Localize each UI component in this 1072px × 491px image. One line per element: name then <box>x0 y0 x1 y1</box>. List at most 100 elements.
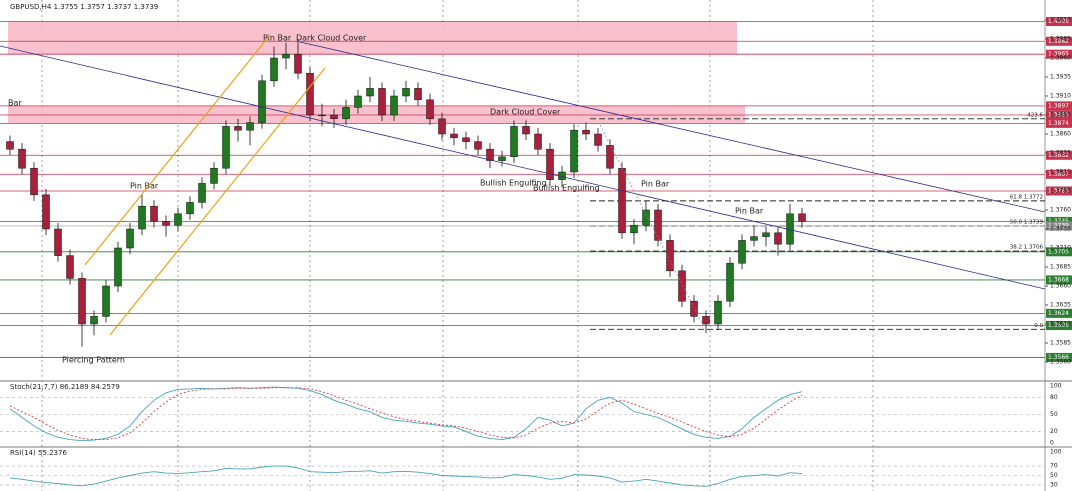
trend-line <box>0 45 1045 290</box>
candle-body <box>78 278 86 325</box>
level-tag-label: 1.3982 <box>1048 38 1069 45</box>
y-tick-label: 50 <box>1050 472 1058 479</box>
y-tick-label: 20 <box>1050 428 1058 435</box>
level-tag <box>1046 101 1072 111</box>
candle-body <box>114 247 122 287</box>
trend-lines <box>0 34 1045 336</box>
level-tag <box>1046 216 1072 226</box>
candle-body <box>174 213 182 226</box>
pattern-annotation: Bullish Engulfing <box>480 179 547 188</box>
candle-body <box>678 270 686 302</box>
level-tag-label: 1.3566 <box>1048 354 1069 361</box>
candle-body <box>798 213 806 222</box>
level-tag <box>1046 118 1072 128</box>
candle-body <box>270 57 278 82</box>
candle-body <box>570 129 578 173</box>
indicator-line <box>9 465 803 487</box>
price-tag-label: 1.3739 <box>1048 222 1069 229</box>
stoch-title: Stoch(21,7,7) 86.2189 84.2579 <box>10 383 120 391</box>
candle-body <box>438 118 446 135</box>
indicator-line <box>9 386 803 442</box>
y-tick-label: 1.3635 <box>1050 302 1071 309</box>
candle-body <box>414 88 422 101</box>
level-tag-label: 1.3668 <box>1048 276 1069 283</box>
level-tag <box>1046 150 1072 160</box>
y-tick-label: 1.3660 <box>1050 283 1071 290</box>
candle-body <box>474 141 482 150</box>
level-tag <box>1046 36 1072 46</box>
y-tick-label: 1.3835 <box>1050 150 1071 157</box>
candle-body <box>18 148 26 169</box>
candle-body <box>330 114 338 120</box>
candle-body <box>234 126 242 131</box>
candle-body <box>318 114 326 117</box>
indicator-line <box>9 387 803 441</box>
candle-body <box>186 202 194 215</box>
candle-body <box>126 228 134 249</box>
fib-label: 423.6 <box>1027 112 1043 118</box>
fib-label: 0.0 <box>1034 323 1043 329</box>
y-tick-label: 1.3560 <box>1050 359 1071 366</box>
candle-body <box>546 148 554 180</box>
pattern-annotation: Bar <box>8 99 22 108</box>
level-tag <box>1046 17 1072 27</box>
y-tick-label: 0 <box>1050 440 1054 447</box>
level-tag <box>1046 247 1072 257</box>
candle-body <box>726 262 734 302</box>
candle-body <box>774 232 782 245</box>
candle-body <box>582 129 590 135</box>
level-tag <box>1046 308 1072 318</box>
y-tick-label: 1.3860 <box>1050 131 1071 138</box>
trend-line <box>299 41 1045 213</box>
y-tick-label: 70 <box>1050 463 1058 470</box>
chart-title: GBPUSD,H4 1.3755 1.3757 1.3737 1.3739 <box>10 3 158 11</box>
level-tag <box>1046 110 1072 120</box>
y-tick-label: 1.3960 <box>1050 55 1071 62</box>
level-tag <box>1046 186 1072 196</box>
candle-body <box>354 95 362 108</box>
supply-zone <box>8 21 737 55</box>
y-tick-label: 100 <box>1050 449 1062 456</box>
candle-body <box>6 141 14 150</box>
fib-label: 50.0 1.3739 <box>1010 219 1044 225</box>
level-tag-label: 1.3745 <box>1048 218 1069 225</box>
level-tag <box>1046 49 1072 59</box>
level-tag-label: 1.3608 <box>1048 322 1069 329</box>
candle-body <box>198 183 206 203</box>
level-tag-label: 1.3897 <box>1048 102 1069 109</box>
candle-body <box>618 167 626 234</box>
y-tick-label: 1.3710 <box>1050 245 1071 252</box>
candle-body <box>486 148 494 161</box>
pattern-annotation: Dark Cloud Cover <box>296 34 367 43</box>
candle-body <box>738 240 746 264</box>
candle-body <box>210 167 218 184</box>
candle-body <box>606 145 614 169</box>
y-tick-label: 1.3935 <box>1050 74 1071 81</box>
candle-body <box>690 300 698 317</box>
candle-body <box>402 88 410 97</box>
pattern-annotation: Pin Bar <box>641 180 670 189</box>
candle-body <box>294 53 302 74</box>
rsi-title: RSI(14) 55.2376 <box>10 449 67 457</box>
candle-body <box>714 300 722 325</box>
stoch-panel <box>0 386 1045 442</box>
fib-label: 61.8 1.3772 <box>1010 194 1043 200</box>
y-tick-label: 1.4010 <box>1050 17 1071 24</box>
candle-body <box>594 133 602 146</box>
candle-body <box>246 122 254 131</box>
candle-body <box>654 209 662 241</box>
channel-line <box>84 34 271 266</box>
y-tick-label: 50 <box>1050 411 1058 418</box>
candle-body <box>426 99 434 120</box>
candle-body <box>30 167 38 196</box>
candle-body <box>66 255 74 279</box>
candle-body <box>462 137 470 142</box>
fib-label: 38.2 1.3706 <box>1010 245 1044 251</box>
level-tag-label: 1.3965 <box>1048 51 1069 58</box>
level-tag-label: 1.3807 <box>1048 171 1069 178</box>
y-tick-label: 1.3785 <box>1050 188 1071 195</box>
y-tick-label: 1.3885 <box>1050 112 1071 119</box>
